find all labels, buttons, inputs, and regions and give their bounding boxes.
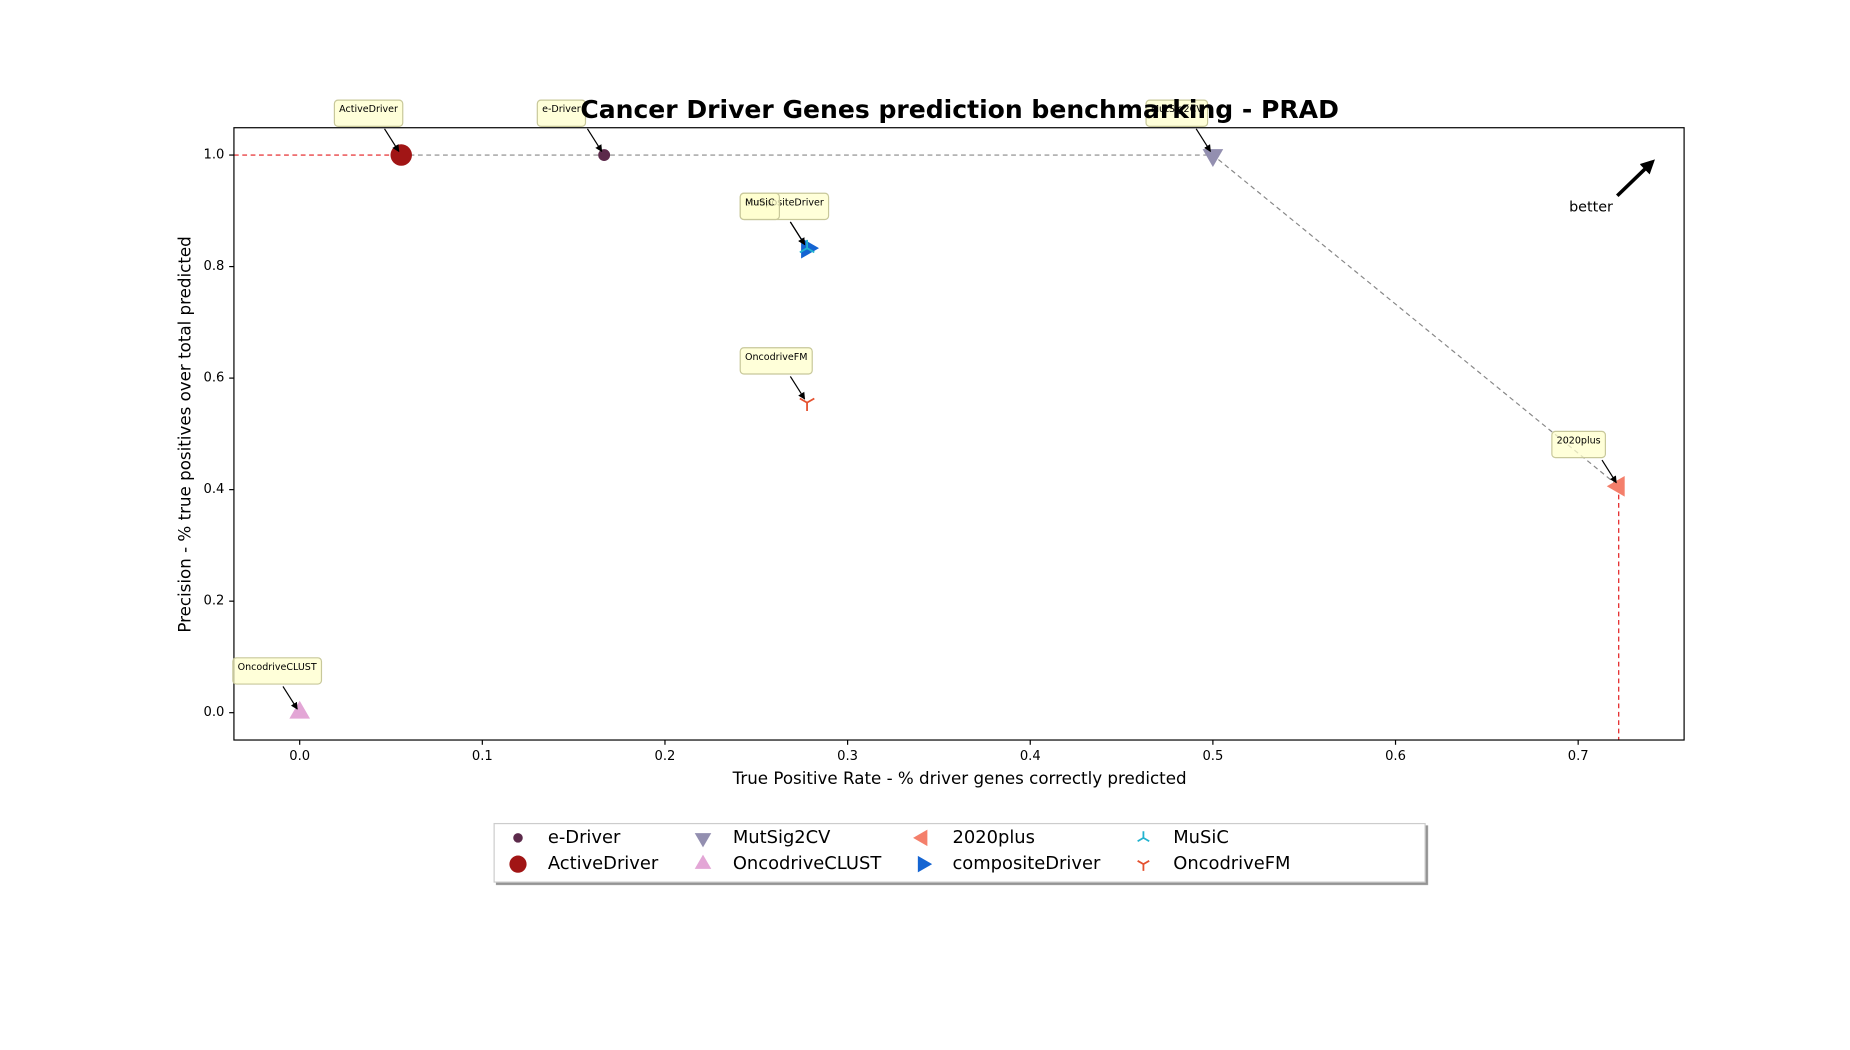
x-tick-label: 0.6 — [1385, 749, 1406, 764]
legend-label: ActiveDriver — [548, 853, 659, 874]
x-tick-label: 0.2 — [655, 749, 676, 764]
legend-label: 2020plus — [952, 827, 1035, 848]
legend-label: MutSig2CV — [733, 827, 831, 848]
chart-title: Cancer Driver Genes prediction benchmark… — [580, 95, 1339, 124]
annotation-label: MuSiC — [745, 197, 775, 208]
annotation-arrow — [1195, 128, 1212, 153]
y-tick-label: 0.4 — [204, 482, 225, 497]
point-annotation: e-Driver — [536, 99, 603, 153]
y-tick-label: 0.0 — [204, 705, 225, 720]
annotation-box — [232, 657, 323, 685]
legend-label: compositeDriver — [952, 853, 1101, 874]
x-tick-label: 0.3 — [837, 749, 858, 764]
annotation-label: 2020plus — [1557, 435, 1601, 446]
annotation-arrow — [1601, 459, 1617, 484]
legend-label: MuSiC — [1173, 827, 1229, 848]
point-annotation: OncodriveCLUST — [232, 657, 323, 710]
legend-label: OncodriveCLUST — [733, 853, 881, 874]
marker — [799, 239, 815, 254]
legend-box — [493, 822, 1426, 883]
marker — [1137, 831, 1150, 843]
marker — [799, 397, 815, 411]
better-label: better — [1569, 200, 1613, 216]
marker — [1137, 860, 1150, 871]
annotation-box — [536, 99, 587, 128]
x-axis-label: True Positive Rate - % driver genes corr… — [732, 768, 1187, 788]
annotation-arrow — [384, 128, 400, 153]
marker — [289, 700, 311, 719]
point-annotation: 2020plus — [1551, 430, 1617, 484]
annotation-arrow — [789, 221, 806, 246]
y-tick-label: 0.2 — [204, 594, 225, 609]
x-tick-label: 0.7 — [1568, 749, 1589, 764]
y-tick-label: 0.6 — [204, 371, 225, 386]
annotation-label: MutSig2CV — [1151, 104, 1203, 115]
annotation-box — [1145, 99, 1209, 128]
marker — [390, 144, 412, 166]
annotation-box — [333, 99, 404, 128]
annotation-box — [739, 347, 813, 375]
front-lines — [233, 154, 1620, 741]
annotation-label: compositeDriver — [745, 197, 824, 208]
plot-marks — [289, 144, 1625, 719]
point-annotation: OncodriveFM — [739, 347, 813, 400]
annotation-arrow — [586, 128, 603, 153]
marker — [509, 855, 527, 873]
x-tick-label: 0.0 — [289, 749, 310, 764]
annotation-box — [739, 192, 780, 221]
legend-label: e-Driver — [548, 827, 621, 848]
point-annotation: MuSiC — [739, 192, 806, 246]
point-annotation: ActiveDriver — [333, 99, 404, 153]
annotation-arrow — [282, 686, 298, 710]
y-tick-label: 0.8 — [204, 259, 225, 274]
marker — [1202, 149, 1224, 167]
marker — [1606, 475, 1625, 497]
point-annotation: MutSig2CV — [1145, 99, 1212, 153]
marker — [694, 833, 712, 848]
x-tick-label: 0.1 — [472, 749, 493, 764]
x-tick-label: 0.5 — [1202, 749, 1223, 764]
annotations: e-Driver ActiveDriver MutSig2CV OncodriveCL… — [232, 99, 1617, 710]
marker — [694, 854, 712, 869]
annotation-box — [1551, 430, 1606, 459]
x-tick-label: 0.4 — [1020, 749, 1041, 764]
plot-frame — [233, 127, 1685, 741]
marker — [917, 855, 933, 873]
y-axis-label: Precision - % true positives over total … — [175, 236, 195, 632]
marker — [913, 829, 928, 847]
annotation-label: ActiveDriver — [339, 104, 398, 115]
better-arrow — [1616, 159, 1655, 198]
pareto-front — [401, 154, 1620, 487]
annotation-label: e-Driver — [542, 104, 581, 115]
annotation-label: OncodriveFM — [745, 352, 807, 363]
annotation-label: OncodriveCLUST — [238, 662, 317, 673]
annotation-arrow — [789, 376, 806, 400]
marker — [598, 149, 611, 162]
marker — [801, 237, 819, 259]
y-tick-label: 1.0 — [204, 148, 225, 163]
marker — [513, 833, 523, 843]
legend: e-Driver ActiveDriver MutSig2CV OncodriveCL… — [509, 827, 1290, 874]
legend-label: OncodriveFM — [1173, 853, 1290, 874]
